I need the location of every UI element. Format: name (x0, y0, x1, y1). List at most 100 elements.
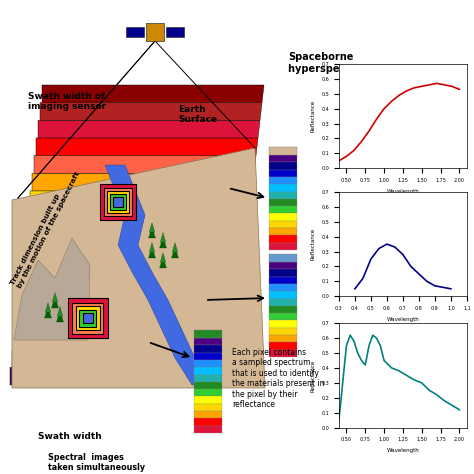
Bar (269, 306, 297, 313)
Bar (68, 298, 108, 338)
Bar (194, 367, 222, 374)
Polygon shape (69, 302, 75, 312)
X-axis label: Wavelength: Wavelength (386, 448, 419, 453)
Bar (194, 396, 222, 404)
Bar (269, 313, 297, 320)
Bar (269, 328, 297, 335)
Polygon shape (69, 308, 75, 318)
Bar (269, 269, 297, 277)
Bar (194, 419, 222, 426)
X-axis label: Wavelength: Wavelength (386, 317, 419, 321)
Text: Track dimension built up
by the motion of the spacecraft: Track dimension built up by the motion o… (10, 167, 81, 289)
Polygon shape (45, 308, 52, 318)
Text: Spaceborne
hyperspectral sensor: Spaceborne hyperspectral sensor (288, 52, 405, 73)
Bar (76, 306, 100, 330)
Polygon shape (30, 191, 252, 209)
Bar (269, 199, 297, 206)
Polygon shape (28, 209, 250, 226)
Polygon shape (42, 85, 264, 103)
Polygon shape (16, 314, 238, 332)
Polygon shape (12, 148, 265, 388)
Polygon shape (56, 311, 64, 322)
Polygon shape (52, 298, 58, 308)
Bar (269, 162, 297, 170)
Bar (269, 277, 297, 284)
Bar (269, 335, 297, 342)
Bar (194, 360, 222, 367)
Bar (194, 374, 222, 382)
Bar (107, 191, 129, 213)
Bar (269, 254, 297, 262)
Bar (83, 313, 93, 323)
Bar (269, 155, 297, 162)
Bar (194, 389, 222, 396)
Polygon shape (34, 155, 256, 173)
Polygon shape (20, 279, 242, 297)
Bar (269, 291, 297, 299)
Polygon shape (172, 247, 179, 258)
Bar (269, 177, 297, 184)
Polygon shape (18, 297, 240, 314)
Polygon shape (148, 247, 155, 258)
Bar (166, 27, 184, 37)
Bar (80, 310, 97, 327)
Polygon shape (160, 233, 166, 242)
Polygon shape (149, 243, 155, 252)
Bar (269, 284, 297, 291)
Bar (194, 411, 222, 419)
Polygon shape (12, 350, 234, 367)
Text: Earth
Surface: Earth Surface (178, 105, 217, 124)
Bar (269, 342, 297, 350)
Bar (269, 147, 297, 155)
Polygon shape (172, 243, 178, 252)
Bar (194, 353, 222, 360)
Text: Spectral  images
taken simultaneously: Spectral images taken simultaneously (48, 453, 145, 473)
Bar (194, 404, 222, 411)
Bar (104, 188, 132, 216)
Polygon shape (40, 103, 262, 120)
Polygon shape (38, 120, 260, 138)
Text: Swath width of
imaging sensor: Swath width of imaging sensor (28, 92, 106, 111)
Bar (269, 236, 297, 243)
Bar (269, 170, 297, 177)
Text: Each pixel contains
a sampled spectrum
that is used to identify
the materials pr: Each pixel contains a sampled spectrum t… (232, 348, 325, 409)
Polygon shape (36, 138, 258, 155)
Bar (110, 194, 126, 210)
Polygon shape (159, 237, 166, 248)
Bar (126, 27, 144, 37)
Bar (194, 338, 222, 345)
Polygon shape (45, 302, 51, 312)
Polygon shape (149, 223, 155, 232)
Bar (269, 262, 297, 269)
Polygon shape (26, 226, 248, 244)
Bar (269, 243, 297, 250)
Polygon shape (57, 307, 63, 317)
Y-axis label: Reflectance: Reflectance (311, 359, 316, 392)
Bar (269, 184, 297, 191)
Bar (100, 184, 136, 220)
Polygon shape (22, 262, 244, 279)
Bar (269, 206, 297, 213)
Polygon shape (148, 228, 155, 238)
Bar (269, 191, 297, 199)
X-axis label: Wavelength: Wavelength (386, 189, 419, 193)
Polygon shape (32, 173, 254, 191)
Bar (146, 23, 164, 41)
Bar (194, 382, 222, 389)
Bar (269, 213, 297, 221)
Y-axis label: Reflectance: Reflectance (311, 100, 316, 132)
Polygon shape (14, 238, 90, 340)
Polygon shape (105, 165, 212, 385)
Bar (269, 350, 297, 357)
Polygon shape (159, 257, 166, 268)
Bar (269, 221, 297, 228)
Bar (113, 197, 123, 207)
Bar (269, 299, 297, 306)
Bar (269, 228, 297, 236)
Bar (194, 330, 222, 338)
Bar (194, 426, 222, 433)
Polygon shape (52, 292, 58, 302)
Polygon shape (24, 244, 246, 262)
Polygon shape (10, 367, 232, 385)
Text: Swath width: Swath width (38, 432, 102, 441)
